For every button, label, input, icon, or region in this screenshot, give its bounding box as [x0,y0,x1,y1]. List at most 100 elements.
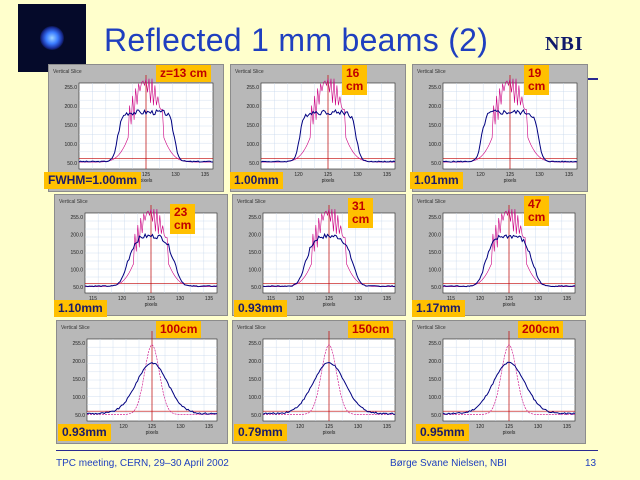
x-tick-label: 130 [354,424,363,430]
x-axis-label: pixels [145,302,158,308]
slide-title: Reflected 1 mm beams (2) [104,22,489,58]
y-tick-label: 50.0 [251,285,261,291]
x-tick-label: 130 [534,296,543,302]
plot-panel-9: Vertical Slice255.0200.0150.0100.050.011… [412,320,586,444]
y-tick-label: 150.0 [428,377,441,383]
y-tick-label: 200.0 [248,359,261,365]
y-tick-label: 255.0 [72,341,85,347]
x-axis-label: pixels [504,178,517,184]
y-tick-label: 100.0 [248,395,261,401]
y-tick-label: 100.0 [428,395,441,401]
y-tick-label: 255.0 [248,215,261,221]
x-tick-label: 120 [296,296,305,302]
x-tick-label: 135 [563,296,572,302]
y-tick-label: 150.0 [248,250,261,256]
x-tick-label: 135 [205,296,214,302]
reference-profile-curve [443,344,575,415]
y-tick-label: 100.0 [70,268,83,274]
y-tick-label: 50.0 [75,413,85,419]
measured-profile-curve [442,361,576,415]
distance-label-3: 19 cm [524,65,550,95]
x-tick-label: 130 [176,424,185,430]
x-axis-label: pixels [322,178,335,184]
plot-header: Vertical Slice [417,69,446,75]
y-tick-label: 100.0 [248,268,261,274]
measured-profile-curve [442,109,578,163]
x-axis-label: pixels [323,302,336,308]
y-tick-label: 50.0 [431,161,441,167]
plot-header: Vertical Slice [61,325,90,331]
x-tick-label: 125 [505,296,514,302]
y-tick-label: 50.0 [251,413,261,419]
fwhm-label-7: 0.93mm [58,424,111,441]
measured-profile-curve [262,361,396,415]
x-axis-label: pixels [140,178,153,184]
y-tick-label: 200.0 [72,359,85,365]
x-tick-label: 135 [205,424,214,430]
x-tick-label: 130 [171,172,180,178]
nbi-logo: NBI [545,33,584,55]
x-tick-label: 125 [148,424,157,430]
measured-profile-curve [84,232,218,288]
x-tick-label: 135 [565,172,574,178]
beam-spot-icon [40,26,64,50]
distance-label-5: 31 cm [348,198,374,228]
y-tick-label: 100.0 [72,395,85,401]
plot-panel-7: Vertical Slice255.0200.0150.0100.050.011… [56,320,228,444]
x-tick-label: 115 [447,296,455,302]
fwhm-label-8: 0.79mm [234,424,287,441]
measured-profile-curve [86,362,218,415]
distance-label-7: 100cm [156,321,202,338]
y-tick-label: 50.0 [431,285,441,291]
x-tick-label: 120 [296,424,305,430]
plot-panel-8: Vertical Slice255.0200.0150.0100.050.011… [232,320,406,444]
x-tick-label: 125 [142,172,151,178]
plot-header: Vertical Slice [237,325,266,331]
fwhm-label-9: 0.95mm [416,424,469,441]
y-tick-label: 150.0 [246,123,259,129]
x-tick-label: 115 [89,296,97,302]
y-tick-label: 200.0 [246,104,259,110]
footer-author: Børge Svane Nielsen, NBI [390,458,507,469]
x-axis-label: pixels [146,430,159,436]
x-tick-label: 125 [324,172,333,178]
measured-profile-curve [262,232,396,288]
reference-profile-curve [79,78,213,163]
y-tick-label: 50.0 [431,413,441,419]
x-tick-label: 125 [505,424,514,430]
plot-panel-1: Vertical Slice255.0200.0150.0100.050.011… [48,64,224,192]
y-tick-label: 255.0 [248,341,261,347]
fwhm-label-3: 1.01mm [410,172,463,189]
y-tick-label: 200.0 [428,233,441,239]
x-tick-label: 125 [506,172,515,178]
x-tick-label: 120 [476,172,485,178]
x-tick-label: 120 [118,296,127,302]
y-tick-label: 255.0 [428,85,441,91]
x-tick-label: 135 [383,296,392,302]
distance-label-2: 16 cm [342,65,368,95]
plot-header: Vertical Slice [417,325,446,331]
x-tick-label: 130 [534,424,543,430]
page-number: 13 [585,458,597,469]
distance-label-4: 23 cm [170,204,196,234]
fwhm-label-6: 1.17mm [412,300,465,317]
y-tick-label: 255.0 [70,215,83,221]
x-tick-label: 135 [383,172,392,178]
x-tick-label: 125 [325,424,334,430]
measured-profile-curve [260,108,396,163]
y-tick-label: 100.0 [64,142,77,148]
y-tick-label: 200.0 [428,359,441,365]
x-tick-label: 130 [535,172,544,178]
y-tick-label: 100.0 [246,142,259,148]
y-tick-label: 150.0 [72,377,85,383]
plot-header: Vertical Slice [235,69,264,75]
plot-panel-5: Vertical Slice 255.0 200.0 150.0 100.0 50.0 11… [232,194,406,316]
x-axis-label: pixels [503,430,516,436]
plot-panel-6: Vertical Slice 255.0 200.0 150.0 100.0 50.0 11… [412,194,586,316]
x-tick-label: 115 [267,296,275,302]
y-tick-label: 50.0 [249,161,259,167]
plot-header: Vertical Slice [237,199,266,205]
x-tick-label: 130 [354,296,363,302]
plot-panel-3: Vertical Slice255.0200.0150.0100.050.011… [412,64,588,192]
x-tick-label: 120 [294,172,303,178]
